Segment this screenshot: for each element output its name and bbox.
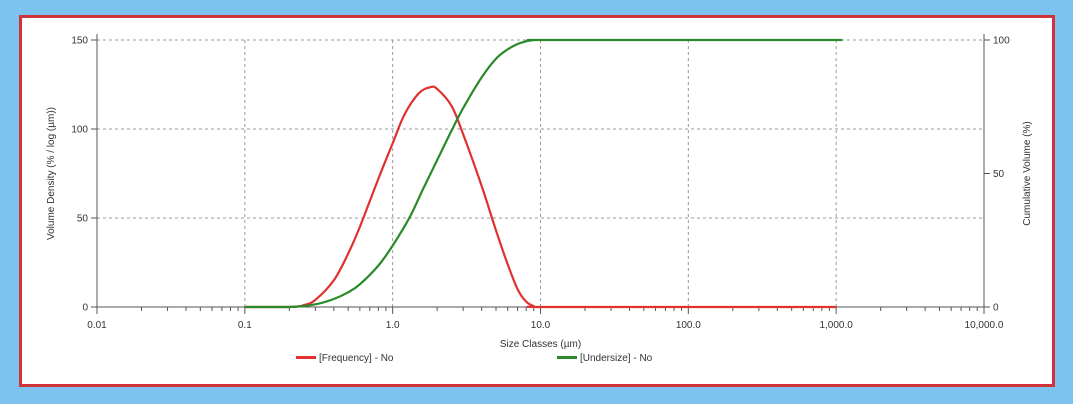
series-lines [244,38,843,309]
x-axis-title: Size Classes (µm) [500,339,581,350]
x-tick-label: 100.0 [676,320,701,331]
y-tick-label: 100 [71,125,88,136]
y2-tick-label: 50 [993,169,1005,180]
undersize-series-line [244,38,843,309]
axis-ticks: 0.01 0.1 1.0 10.0 100.0 1,000.0 10,000.0 0 50 100… [71,36,1010,332]
legend: [Frequency] - No [Undersize] - No [296,353,653,364]
chart-panel: 0.01 0.1 1.0 10.0 100.0 1,000.0 10,000.0 0 50 100… [19,15,1055,387]
x-tick-label: 10.0 [531,320,551,331]
y2-tick-label: 100 [993,36,1010,47]
y2-axis-title: Cumulative Volume (%) [1022,121,1033,225]
axes [96,34,985,308]
y-tick-label: 50 [77,214,89,225]
y-tick-label: 150 [71,36,88,47]
x-tick-label: 1,000.0 [819,320,853,331]
y2-tick-label: 0 [993,303,999,314]
particle-size-chart: 0.01 0.1 1.0 10.0 100.0 1,000.0 10,000.0 0 50 100… [46,34,1033,364]
x-tick-label: 0.1 [238,320,252,331]
frequency-series-line [244,85,837,309]
grid-lines [96,39,985,307]
legend-label-undersize: [Undersize] - No [580,353,653,364]
x-tick-label: 1.0 [386,320,400,331]
y-axis-title: Volume Density (% / log (µm)) [46,107,57,240]
legend-label-frequency: [Frequency] - No [319,353,394,364]
y-tick-label: 0 [82,303,88,314]
x-tick-label: 0.01 [87,320,107,331]
x-tick-label: 10,000.0 [965,320,1004,331]
